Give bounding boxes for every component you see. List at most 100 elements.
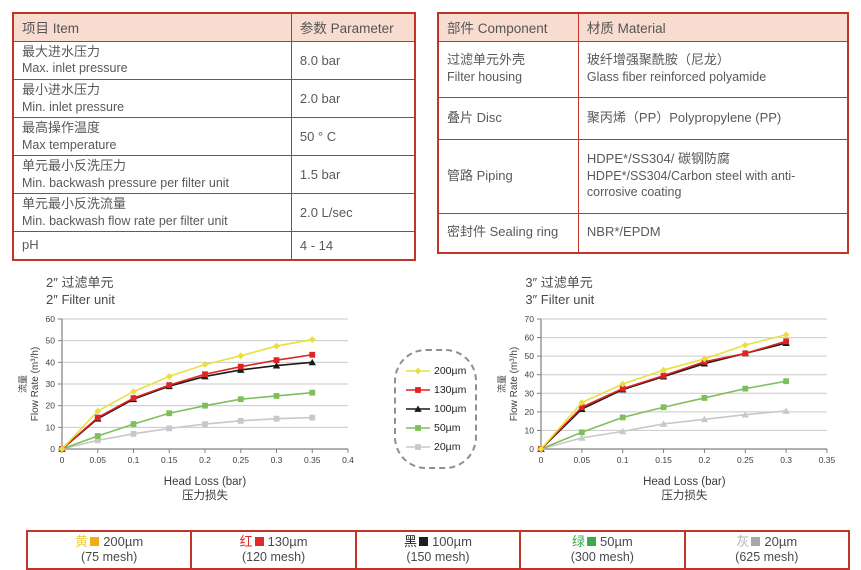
y-tick-label: 10 [525,426,535,436]
mesh-color-swatch [254,536,264,546]
item-label-cn: 最高操作温度 [22,119,101,135]
x-axis-label-cn: 压力损失 [661,490,708,503]
mesh-color-char: 绿 [571,533,585,549]
square-marker [620,415,626,421]
y-axis-label-en: Flow Rate (m³/h) [30,347,41,421]
table-row: 单元最小反洗流量 Min. backwash flow rate per filt… [12,193,416,233]
item-label-cn: 最大进水压力 [22,43,101,59]
y-tick-label: 20 [525,407,535,417]
mesh-color-swatch [586,536,596,546]
square-marker [94,433,101,440]
triangle-marker [308,359,316,366]
series-line-200µm [61,339,313,451]
y-axis-label-cn: 流量 [496,375,507,393]
x-axis-label-cn: 压力损失 [182,490,228,503]
material-cell: HDPE*/SS304/ 碳钢防腐 HDPE*/SS304/Carbon stee… [577,138,849,214]
spec-header-item: 项目 Item [12,12,292,42]
spec-item-cell: 单元最小反洗压力 Min. backwash pressure per filte… [12,154,292,195]
chart-title-en: 3″ Filter unit [525,291,595,307]
x-tick-label: 0 [539,455,544,465]
y-axis-label-cn: 流量 [17,375,28,393]
mesh-size-label: 130µm [267,533,308,549]
x-tick-label: 0.3 [781,455,793,465]
legend-swatch [406,443,430,450]
square-marker [94,415,101,421]
legend-label: 200µm [434,364,467,377]
spec-value-cell: 2.0 L/sec [290,193,416,233]
square-marker [309,352,316,359]
chart-legend: 200µm 130µm 100µm 50µm 20µm [394,348,478,469]
square-marker [202,403,208,410]
spec-value-cell: 4 - 14 [290,231,416,261]
item-label-cn: 最小进水压力 [22,81,101,97]
mesh-size-line: 绿 50µm [521,534,683,550]
x-tick-label: 0.05 [574,455,591,465]
diamond-marker [237,352,245,360]
material-table-body: 过滤单元外壳 Filter housing 玻纤增强聚酰胺（尼龙） Glass fib… [437,40,849,254]
triangle-marker [782,407,791,415]
x-tick-label: 0 [60,455,65,465]
spec-item-cell: 最大进水压力 Max. inlet pressure [12,40,292,80]
mesh-legend-bar: 黄 200µm (75 mesh) 红 130µm (120 mesh) 黑 100µm (15… [25,529,851,570]
mesh-size-label: 100µm [431,533,472,549]
square-marker [130,421,137,428]
square-marker [237,396,244,403]
material-label-cn: 聚丙烯（PP）Polypropylene (PP) [586,109,782,125]
chart-title-cn: 3″ 过滤单元 [525,274,593,290]
item-label-en: Min. inlet pressure [22,99,125,114]
square-marker [742,386,749,393]
legend-swatch [406,386,430,393]
material-cell: NBR*/EPDM [577,212,849,254]
legend-swatch [406,367,430,375]
y-tick-label: 50 [46,336,56,346]
y-tick-label: 0 [50,444,55,454]
y-tick-label: 70 [525,314,535,324]
diamond-marker [537,446,545,453]
mesh-count-label: (625 mesh) [735,549,799,564]
y-tick-label: 40 [46,358,56,368]
table-row: 密封件 Sealing ring NBR*/EPDM [437,212,849,254]
square-marker [166,426,173,432]
series-line-20µm [61,417,313,451]
chart-2inch-title: 2″ 过滤单元 2″ Filter unit [46,275,360,309]
mesh-count-label: (150 mesh) [406,549,470,564]
material-label-cn: NBR*/EPDM [586,224,661,240]
square-marker [783,378,790,385]
square-marker [273,357,280,364]
chart-2inch-block: 2″ 过滤单元 2″ Filter unit 0 10 20 30 40 50 60 0 0.0… [14,275,360,504]
x-axis-label-en: Head Loss (bar) [163,476,247,489]
chart-3inch-title: 3″ 过滤单元 3″ Filter unit [525,275,839,309]
diamond-marker [742,342,750,349]
square-marker [620,386,626,393]
square-marker [660,404,667,411]
square-marker [783,338,790,345]
spec-table-body: 最大进水压力 Max. inlet pressure 8.0 bar 最小进水压力 Mi… [12,40,416,261]
mesh-size-label: 50µm [599,533,633,549]
mesh-cell-100µm: 黑 100µm (150 mesh) [354,529,522,570]
x-tick-label: 0.3 [271,455,283,465]
diamond-marker [783,331,790,339]
component-cell: 管路 Piping [437,138,579,214]
mesh-color-char: 黄 [75,533,89,549]
material-table-header-row: 部件 Component 材质 Material [437,12,849,42]
legend-swatch [406,424,430,431]
chart-3inch-xlabel: Head Loss (bar) 压力损失 [493,476,839,503]
y-axis-label-en: Flow Rate (m³/h) [509,347,520,421]
y-tick-label: 50 [525,352,535,362]
triangle-marker [660,420,668,428]
component-cell: 过滤单元外壳 Filter housing [437,40,579,98]
diamond-marker [130,388,137,396]
series-line-100µm [61,362,313,451]
mesh-color-char: 灰 [736,533,750,549]
square-marker [202,421,208,428]
diamond-marker [578,399,586,407]
square-marker [309,415,316,421]
spec-table-header-row: 项目 Item 参数 Parameter [12,12,416,42]
line-chart-3inch: 0 10 20 30 40 50 60 70 0 0.05 0.1 0.15 0.2 0.25 0.3 0.3… [496,314,836,465]
diamond-marker [308,336,316,344]
square-marker [415,443,421,450]
mesh-color-char: 黑 [403,533,417,549]
y-tick-label: 10 [46,423,56,433]
chart-2inch-xlabel: Head Loss (bar) 压力损失 [14,476,360,503]
x-tick-label: 0.15 [656,455,673,465]
